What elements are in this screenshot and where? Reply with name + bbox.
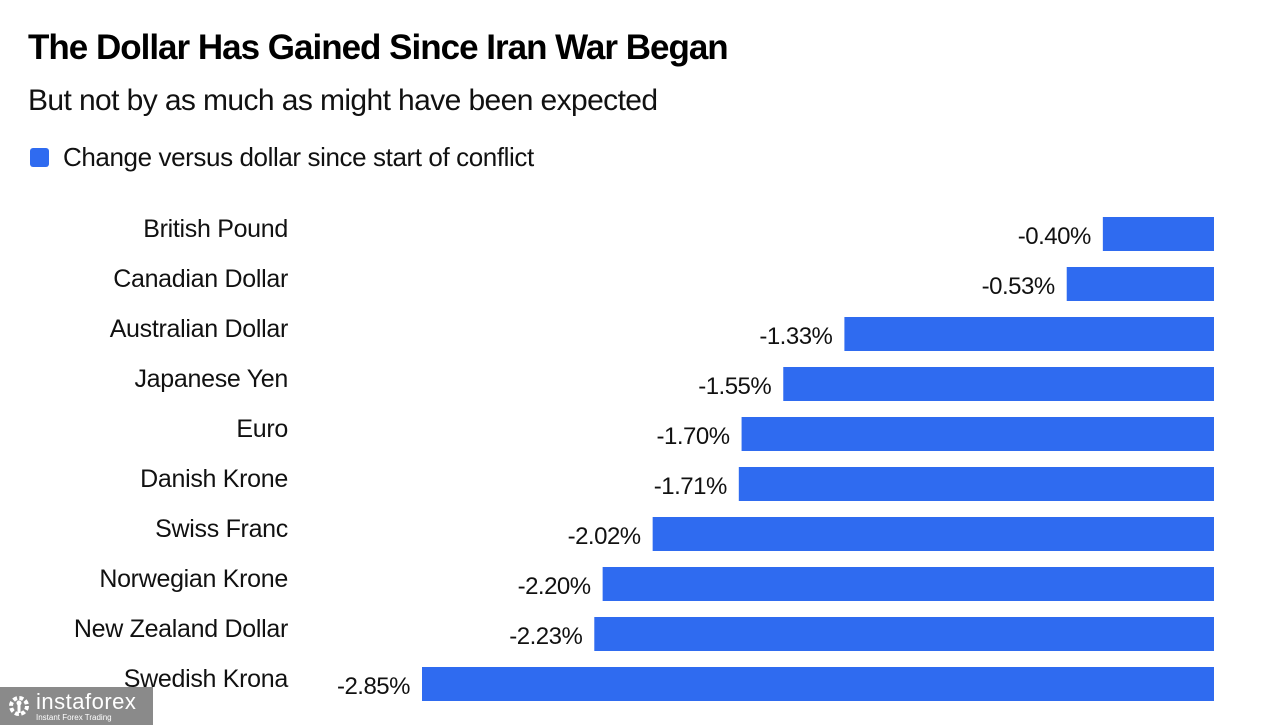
bar-japanese-yen bbox=[783, 367, 1214, 401]
category-label: Japanese Yen bbox=[134, 365, 288, 393]
category-label: Danish Krone bbox=[140, 465, 288, 493]
data-label: -1.33% bbox=[759, 323, 832, 350]
data-label: -1.55% bbox=[698, 373, 771, 400]
data-label: -2.23% bbox=[509, 623, 582, 650]
watermark-tagline: Instant Forex Trading bbox=[36, 712, 112, 722]
bar-euro bbox=[741, 417, 1214, 451]
bar-norwegian-krone bbox=[602, 567, 1214, 601]
chart-title: The Dollar Has Gained Since Iran War Beg… bbox=[28, 28, 729, 67]
legend-label: Change versus dollar since start of conf… bbox=[63, 142, 534, 172]
watermark-brand: instaforex bbox=[36, 688, 137, 714]
bar-danish-krone bbox=[738, 467, 1214, 501]
category-label: Canadian Dollar bbox=[113, 265, 288, 293]
bar-new-zealand-dollar bbox=[594, 617, 1214, 651]
data-label: -2.85% bbox=[337, 673, 410, 700]
data-label: -2.20% bbox=[518, 573, 591, 600]
bar-swedish-krona bbox=[422, 667, 1214, 701]
category-label: British Pound bbox=[143, 215, 288, 243]
category-label: Norwegian Krone bbox=[99, 565, 288, 593]
legend-swatch bbox=[30, 148, 49, 167]
bar-british-pound bbox=[1102, 217, 1214, 251]
category-label: Australian Dollar bbox=[110, 315, 288, 343]
bar-australian-dollar bbox=[844, 317, 1214, 351]
bar-swiss-franc bbox=[652, 517, 1214, 551]
data-label: -0.40% bbox=[1018, 223, 1091, 250]
bar-canadian-dollar bbox=[1066, 267, 1214, 301]
data-label: -1.71% bbox=[654, 473, 727, 500]
watermark: instaforex Instant Forex Trading bbox=[0, 687, 153, 725]
category-label: New Zealand Dollar bbox=[74, 615, 288, 643]
category-label: Euro bbox=[236, 415, 288, 443]
legend: Change versus dollar since start of conf… bbox=[30, 142, 534, 173]
category-label: Swiss Franc bbox=[155, 515, 288, 543]
chart-subtitle: But not by as much as might have been ex… bbox=[28, 84, 658, 117]
data-label: -1.70% bbox=[657, 423, 730, 450]
data-label: -2.02% bbox=[568, 523, 641, 550]
gear-logo-icon bbox=[9, 696, 29, 716]
data-label: -0.53% bbox=[982, 273, 1055, 300]
